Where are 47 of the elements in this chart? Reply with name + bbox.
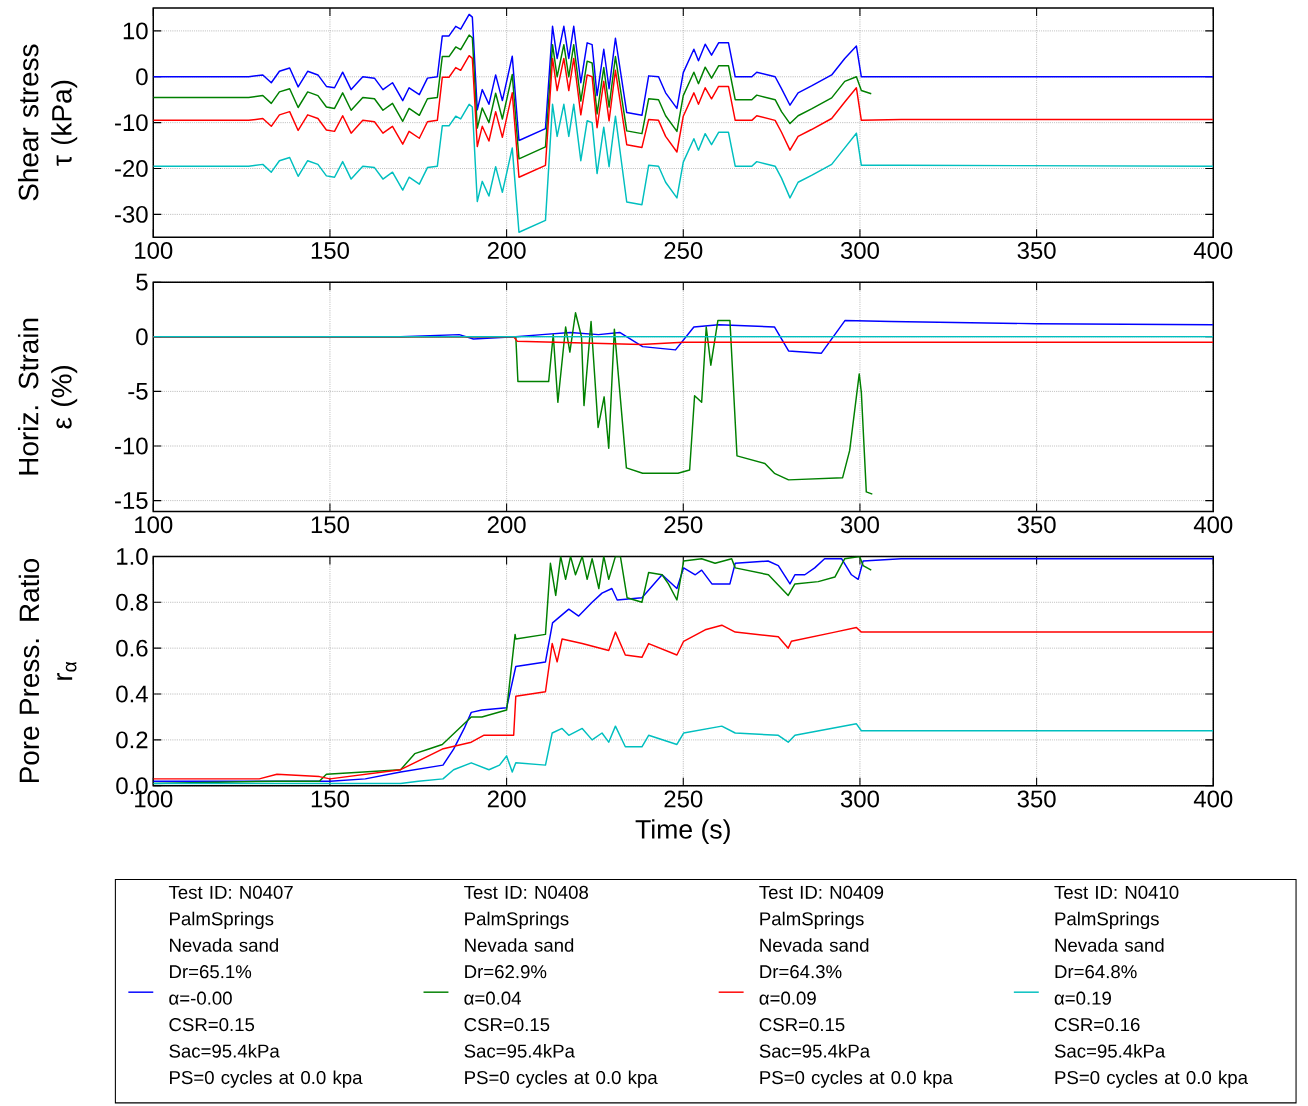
y-tick-label: 5 [136, 273, 148, 291]
x-tick-label: 350 [1017, 516, 1056, 534]
y-tick-label: -15 [115, 492, 148, 510]
x-tick-label: 200 [487, 790, 526, 808]
x-tick-label: 150 [311, 790, 349, 808]
y-tick-label: -30 [115, 205, 148, 223]
x-tick-label: 300 [840, 516, 879, 534]
y-tick-label: 0 [136, 68, 148, 86]
x-tick-label: 350 [1017, 790, 1056, 808]
y-tick-label: 0.4 [116, 685, 148, 703]
x-tick-label: 400 [1193, 516, 1233, 534]
x-tick-label: 100 [135, 242, 173, 260]
x-tick-label: 100 [135, 516, 173, 534]
x-tick-label: 300 [840, 242, 879, 260]
y-tick-label: -10 [115, 114, 148, 132]
x-tick-label: 200 [487, 242, 526, 260]
x-tick-label: 300 [840, 790, 879, 808]
legend-label: Test ID: N0407 PalmSprings Nevada sand Dr=65.1% α=-0.00 CSR=0.15 Sac=95.4kPa PS=0 cycles at 0.0 kpa [168, 885, 363, 1088]
line-series [153, 34, 872, 160]
y-tick-label: 1.0 [117, 547, 148, 565]
y-axis-title: Shear stress τ (kPa) [17, 44, 78, 201]
y-tick-label: -10 [115, 437, 148, 455]
y-tick-label: 0.8 [116, 593, 148, 611]
x-tick-label: 200 [487, 516, 526, 534]
y-axis-title: Pore Press. Ratio r$_{α}$ [18, 559, 77, 783]
y-tick-label: 0 [136, 328, 148, 346]
x-tick-label: 350 [1017, 242, 1056, 260]
line-series [153, 558, 1214, 782]
x-tick-label: 400 [1193, 242, 1233, 260]
x-tick-label: 150 [311, 516, 349, 534]
legend-label: Test ID: N0408 PalmSprings Nevada sand Dr=62.9% α=0.04 CSR=0.15 Sac=95.4kPa PS=0 cycles at 0.0 kpa [464, 885, 658, 1088]
y-tick-label: -20 [115, 160, 148, 178]
y-tick-label: 0.6 [116, 639, 148, 657]
y-tick-label: 10 [123, 22, 148, 40]
x-tick-label: 250 [664, 242, 703, 260]
x-axis-title: Time (s) [635, 819, 730, 845]
x-tick-label: 250 [664, 516, 703, 534]
legend-label: Test ID: N0410 PalmSprings Nevada sand Dr=64.8% α=0.19 CSR=0.16 Sac=95.4kPa PS=0 cycles at 0.0 kpa [1054, 885, 1248, 1088]
y-axis-title: Horiz. Strain ε (%) [17, 318, 78, 475]
x-tick-label: 250 [664, 790, 703, 808]
legend-label: Test ID: N0409 PalmSprings Nevada sand Dr=64.3% α=0.09 CSR=0.15 Sac=95.4kPa PS=0 cycles at 0.0 kpa [759, 885, 953, 1088]
x-tick-label: 400 [1193, 790, 1233, 808]
line-series [153, 103, 1214, 234]
y-tick-label: -5 [128, 383, 148, 400]
x-tick-label: 150 [311, 242, 349, 260]
y-tick-label: 0.2 [116, 731, 148, 749]
line-series [153, 55, 1214, 179]
